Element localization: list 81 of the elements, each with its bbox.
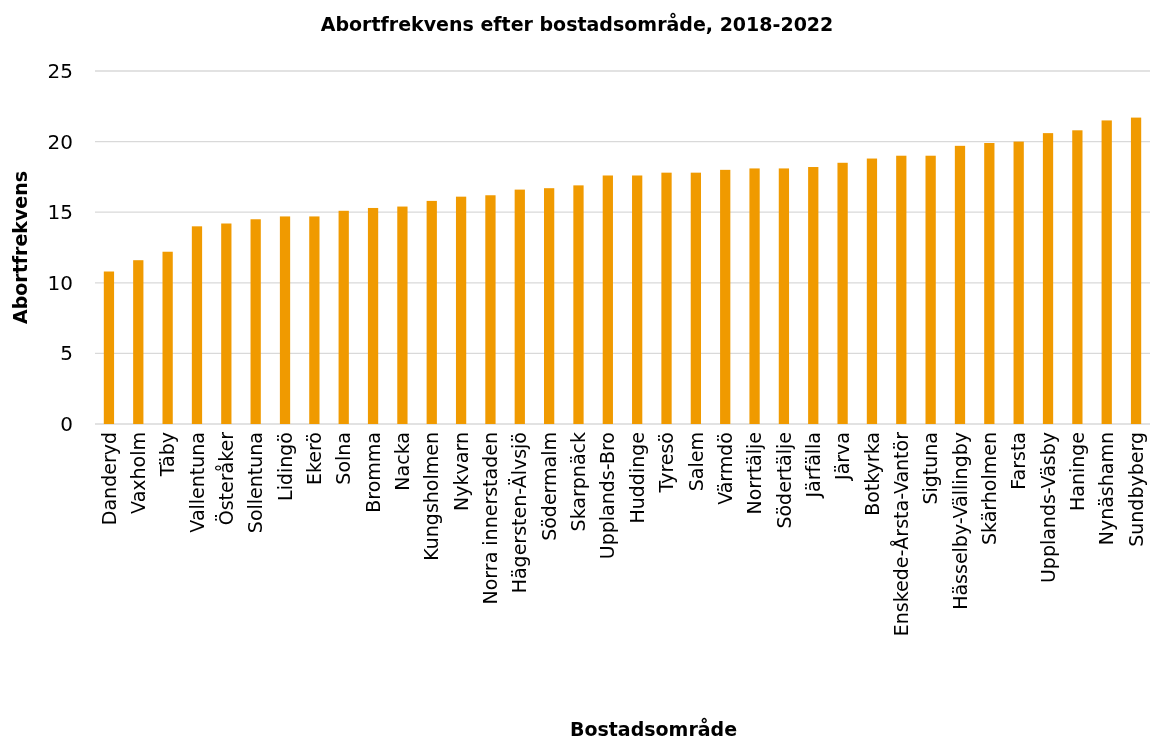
x-tick-label: Danderyd	[97, 432, 120, 526]
x-tick-label: Vaxholm	[126, 432, 149, 514]
x-tick-label: Nykvarn	[449, 432, 472, 511]
x-tick-label: Tyresö	[655, 432, 678, 494]
bar	[749, 168, 760, 424]
chart-title: Abortfrekvens efter bostadsområde, 2018-2022	[320, 12, 834, 35]
bar	[984, 143, 995, 424]
x-tick-label: Norrtälje	[743, 432, 766, 515]
y-tick-label: 5	[60, 341, 73, 366]
x-axis-title: Bostadsområde	[569, 717, 738, 739]
y-tick-label: 20	[47, 129, 73, 154]
bar	[896, 155, 907, 424]
x-tick-label: Kungsholmen	[420, 432, 443, 561]
bar	[573, 185, 584, 424]
x-tick-label: Upplands-Bro	[596, 432, 619, 560]
x-tick-label: Sollentuna	[244, 432, 267, 534]
bar	[954, 145, 966, 424]
x-tick-label: Järfälla	[801, 432, 824, 499]
bar	[1013, 141, 1024, 424]
bar	[279, 216, 291, 424]
x-tick-label: Södertälje	[772, 432, 795, 529]
bar	[1072, 130, 1083, 424]
x-tick-label: Österåker	[214, 431, 237, 526]
x-tick-label: Skarpnäck	[567, 432, 590, 532]
x-tick-label: Södermalm	[537, 432, 560, 541]
x-tick-label: Täby	[156, 432, 179, 478]
bar	[866, 158, 878, 424]
bar	[925, 155, 936, 424]
bar	[661, 172, 672, 424]
bar	[133, 260, 144, 424]
x-tick-label: Farsta	[1007, 432, 1030, 490]
bar	[778, 168, 790, 424]
bar	[309, 216, 320, 424]
bar	[837, 162, 848, 424]
x-tick-label: Järva	[831, 432, 854, 481]
bar	[690, 172, 701, 424]
x-tick-label: Upplands-Väsby	[1036, 432, 1059, 584]
y-tick-label: 10	[47, 270, 73, 295]
x-tick-label: Sundbyberg	[1124, 432, 1147, 547]
bar	[720, 169, 731, 424]
y-axis-title: Abortfrekvens	[9, 170, 31, 325]
x-tick-label: Skärholmen	[977, 432, 1000, 546]
bar	[602, 175, 613, 424]
y-tick-label: 15	[47, 200, 73, 225]
x-tick-label: Haninge	[1066, 432, 1089, 512]
bar	[221, 223, 232, 424]
bar	[808, 167, 819, 424]
bar	[162, 251, 173, 424]
x-tick-label: Sigtuna	[919, 432, 942, 505]
x-tick-label: Salem	[684, 432, 707, 492]
bar	[455, 196, 467, 424]
x-tick-label: Värmdö	[713, 432, 736, 505]
x-tick-label: Vallentuna	[185, 432, 208, 533]
bar	[338, 210, 349, 424]
y-tick-label: 25	[47, 59, 73, 83]
x-tick-label: Nynäshamn	[1095, 432, 1118, 546]
x-tick-label: Huddinge	[625, 432, 648, 524]
bar	[426, 200, 437, 424]
bar	[1042, 133, 1054, 424]
x-tick-label: Hägersten-Älvsjö	[508, 432, 531, 594]
bar	[250, 219, 261, 424]
x-tick-label: Nacka	[391, 432, 414, 491]
bar	[397, 206, 408, 424]
x-tick-label: Botkyrka	[860, 432, 883, 516]
bar	[1130, 117, 1142, 424]
x-tick-label: Lidingö	[273, 432, 296, 501]
bar	[191, 226, 203, 424]
x-tick-label: Solna	[332, 432, 355, 485]
bar	[1101, 120, 1112, 424]
bar	[103, 271, 115, 424]
x-tick-label: Norra innerstaden	[479, 432, 502, 605]
bar	[632, 175, 643, 424]
bar	[514, 189, 525, 424]
bar	[544, 188, 555, 424]
x-tick-label: Enskede-Årsta-Vantör	[889, 431, 912, 637]
bar	[485, 195, 496, 424]
y-tick-label: 0	[60, 412, 73, 436]
bar	[367, 207, 379, 424]
x-tick-label: Hässelby-Vällingby	[948, 432, 971, 610]
x-tick-label: Bromma	[361, 432, 384, 513]
x-tick-label: Ekerö	[303, 432, 326, 486]
